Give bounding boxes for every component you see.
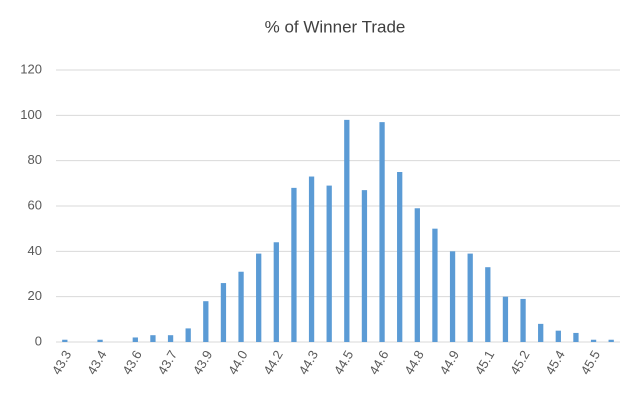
y-tick-label: 100	[20, 107, 42, 122]
y-tick-label: 80	[28, 152, 42, 167]
bar	[62, 339, 68, 342]
bar	[538, 323, 544, 342]
bar	[326, 185, 332, 342]
bar	[256, 253, 262, 342]
y-tick-label: 0	[35, 333, 42, 348]
y-tick-label: 20	[28, 288, 42, 303]
bar	[344, 119, 350, 342]
bar	[220, 283, 227, 342]
bar	[485, 267, 491, 342]
bar	[238, 271, 244, 342]
y-tick-label: 120	[20, 61, 42, 76]
bar	[291, 187, 297, 342]
chart-title: % of Winner Trade	[265, 17, 406, 36]
y-tick-label: 60	[28, 197, 42, 212]
bar	[397, 172, 403, 342]
bar	[273, 242, 279, 342]
bar	[167, 335, 174, 342]
bar	[203, 301, 209, 342]
bar	[502, 296, 509, 342]
bar	[414, 208, 420, 342]
y-tick-label: 40	[28, 243, 42, 258]
bar	[97, 339, 103, 342]
bar	[361, 190, 368, 342]
bar	[132, 337, 138, 342]
bar	[590, 339, 597, 342]
bar	[608, 339, 614, 342]
bar	[308, 176, 315, 342]
bar	[432, 228, 438, 342]
bar	[150, 335, 156, 342]
bar	[379, 122, 385, 342]
bar	[467, 253, 473, 342]
bar	[520, 298, 526, 342]
bar	[185, 328, 191, 342]
bar	[555, 330, 561, 342]
bar	[573, 332, 579, 342]
bar	[449, 251, 456, 342]
